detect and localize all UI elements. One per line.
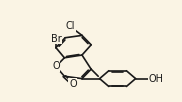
Text: OH: OH: [149, 74, 164, 84]
Text: Cl: Cl: [65, 21, 75, 31]
Text: O: O: [69, 79, 77, 89]
Text: O: O: [52, 61, 60, 71]
Text: Br: Br: [51, 34, 61, 44]
